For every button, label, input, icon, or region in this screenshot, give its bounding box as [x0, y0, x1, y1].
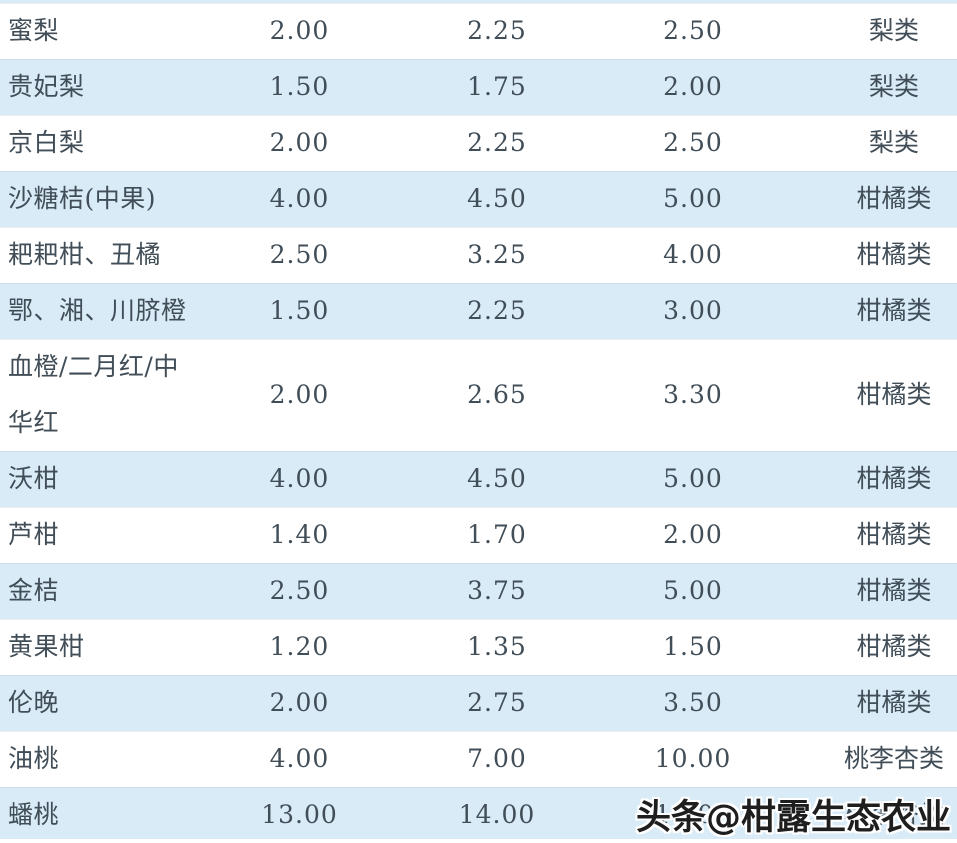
- price-3-cell: 3.50: [663, 688, 723, 717]
- price-3-cell: 2.50: [663, 128, 723, 157]
- category-cell: 柑橘类: [856, 240, 932, 269]
- price-2-cell: 3.75: [467, 576, 527, 605]
- price-1-cell: 2.00: [269, 128, 330, 157]
- table-row: 京白梨 2.00 2.25 2.50 梨类: [0, 115, 957, 171]
- table-row: 沃柑 4.00 4.50 5.00 柑橘类: [0, 451, 957, 507]
- table-row: 黄果柑 1.20 1.35 1.50 柑橘类: [0, 619, 957, 675]
- price-1-cell: 4.00: [269, 744, 330, 773]
- watermark-toutiao-ganlu: 头条@柑露生态农业: [635, 798, 951, 838]
- fruit-name-cell: 贵妃梨: [8, 72, 85, 101]
- price-2-cell: 2.25: [467, 16, 527, 45]
- fruit-name-cell: 京白梨: [8, 128, 85, 157]
- table-row: 贵妃梨 1.50 1.75 2.00 梨类: [0, 59, 957, 115]
- price-3-cell: 15.00: [654, 800, 732, 829]
- price-2-cell: 7.00: [467, 744, 527, 773]
- category-cell: 梨类: [868, 72, 919, 101]
- category-cell: 柑橘类: [856, 576, 932, 605]
- fruit-name-cell: 伦晚: [8, 688, 60, 717]
- category-cell: 桃李杏类: [843, 800, 944, 829]
- fruit-name-cell: 耙耙柑、丑橘: [8, 240, 162, 269]
- price-3-cell: 5.00: [663, 576, 723, 605]
- price-1-cell: 1.20: [269, 632, 330, 661]
- price-3-cell: 1.50: [663, 632, 723, 661]
- category-cell: 梨类: [868, 128, 919, 157]
- price-1-cell: 1.50: [269, 296, 330, 325]
- price-3-cell: 3.00: [663, 296, 723, 325]
- price-2-cell: 1.75: [467, 72, 527, 101]
- price-2-cell: 2.25: [467, 128, 527, 157]
- table-row: 金桔 2.50 3.75 5.00 柑橘类: [0, 563, 957, 619]
- table-row: 蜜梨 2.00 2.25 2.50 梨类: [0, 3, 957, 59]
- price-3-cell: 5.00: [663, 464, 723, 493]
- category-cell: 柑橘类: [856, 520, 932, 549]
- price-2-cell: 14.00: [458, 800, 536, 829]
- price-2-cell: 3.25: [467, 240, 527, 269]
- category-cell: 柑橘类: [856, 296, 932, 325]
- fruit-name-cell: 油桃: [8, 744, 60, 773]
- price-3-cell: 5.00: [663, 184, 723, 213]
- price-1-cell: 4.00: [269, 184, 330, 213]
- price-2-cell: 2.65: [467, 380, 527, 409]
- price-2-cell: 2.25: [467, 296, 527, 325]
- table-row: 芦柑 1.40 1.70 2.00 柑橘类: [0, 507, 957, 563]
- fruit-name-cell: 金桔: [8, 576, 60, 605]
- price-1-cell: 4.00: [269, 464, 330, 493]
- table-row: 鄂、湘、川脐橙 1.50 2.25 3.00 柑橘类: [0, 283, 957, 339]
- fruit-name-cell: 芦柑: [8, 520, 60, 549]
- table-row: 伦晚 2.00 2.75 3.50 柑橘类: [0, 675, 957, 731]
- price-3-cell: 3.30: [663, 380, 723, 409]
- price-1-cell: 13.00: [261, 800, 338, 829]
- price-1-cell: 2.00: [269, 688, 330, 717]
- price-1-cell: 1.40: [269, 520, 330, 549]
- price-2-cell: 4.50: [467, 464, 527, 493]
- price-1-cell: 2.50: [269, 240, 330, 269]
- price-2-cell: 1.70: [467, 520, 527, 549]
- price-1-cell: 2.00: [269, 380, 330, 409]
- fruit-name-cell: 血橙/二月红/中华红: [8, 352, 179, 437]
- category-cell: 柑橘类: [856, 632, 932, 661]
- price-1-cell: 1.50: [269, 72, 330, 101]
- fruit-name-cell: 沃柑: [8, 464, 60, 493]
- fruit-name-cell: 蟠桃: [8, 800, 60, 829]
- category-cell: 梨类: [868, 16, 919, 45]
- table-row: 血橙/二月红/中华红 2.00 2.65 3.30 柑橘类: [0, 339, 957, 451]
- price-2-cell: 4.50: [467, 184, 527, 213]
- price-1-cell: 2.00: [269, 16, 330, 45]
- price-1-cell: 2.50: [269, 576, 330, 605]
- fruit-name-cell: 鄂、湘、川脐橙: [8, 296, 187, 325]
- price-3-cell: 2.00: [663, 72, 723, 101]
- category-cell: 柑橘类: [856, 464, 932, 493]
- price-table-body: 蜜梨 2.00 2.25 2.50 梨类 贵妃梨 1.50 1.75 2.00 …: [0, 3, 957, 843]
- table-row: 耙耙柑、丑橘 2.50 3.25 4.00 柑橘类: [0, 227, 957, 283]
- category-cell: 柑橘类: [856, 380, 932, 409]
- price-3-cell: 2.50: [663, 16, 723, 45]
- table-row: 蟠桃 13.00 14.00 15.00 桃李杏类: [0, 787, 957, 843]
- table-row: 沙糖桔(中果) 4.00 4.50 5.00 柑橘类: [0, 171, 957, 227]
- fruit-name-cell: 蜜梨: [8, 16, 60, 45]
- cropped-next-row-edge: [0, 839, 957, 843]
- price-2-cell: 2.75: [467, 688, 527, 717]
- price-3-cell: 2.00: [663, 520, 723, 549]
- price-3-cell: 4.00: [663, 240, 723, 269]
- cropped-previous-row-edge: [0, 0, 957, 3]
- table-row: 油桃 4.00 7.00 10.00 桃李杏类: [0, 731, 957, 787]
- price-2-cell: 1.35: [467, 632, 527, 661]
- fruit-name-cell: 黄果柑: [8, 632, 85, 661]
- category-cell: 柑橘类: [856, 688, 932, 717]
- price-3-cell: 10.00: [654, 744, 732, 773]
- category-cell: 桃李杏类: [843, 744, 944, 773]
- category-cell: 柑橘类: [856, 184, 932, 213]
- fruit-name-cell: 沙糖桔(中果): [8, 184, 157, 213]
